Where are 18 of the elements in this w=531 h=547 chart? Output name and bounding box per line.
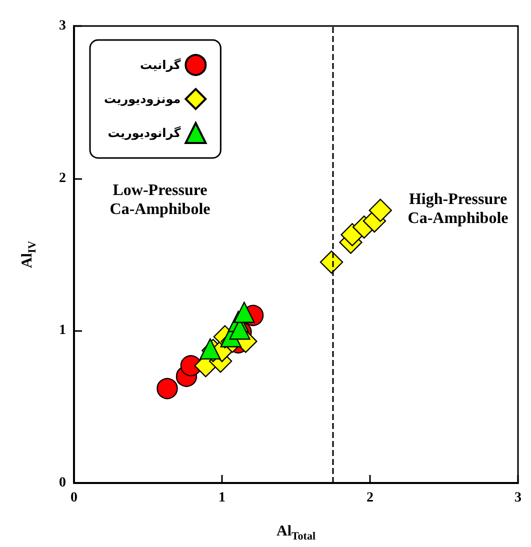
y-tick-label: 1 — [59, 323, 66, 338]
y-tick-label: 2 — [59, 170, 66, 186]
x-tick-label: 3 — [514, 490, 522, 506]
point — [156, 378, 178, 400]
legend-label: گرانیت — [140, 58, 181, 72]
x-tick-label: 1 — [218, 490, 226, 506]
annotation: Low-Pressure Ca-Amphibole — [110, 182, 210, 218]
annotation: High-Pressure Ca-Amphibole — [408, 191, 508, 227]
y-tick-label: 3 — [59, 18, 66, 34]
legend-label: مونزودیوریت — [104, 92, 181, 106]
point — [368, 198, 392, 222]
x-tick-label: 0 — [70, 490, 78, 506]
legend-label: گرانودیوریت — [108, 126, 181, 140]
y-tick-label: 0 — [59, 476, 66, 490]
x-tick-label: 2 — [366, 490, 374, 506]
point — [320, 250, 344, 274]
y-axis-title: AlIV — [20, 240, 38, 268]
point — [234, 302, 255, 323]
